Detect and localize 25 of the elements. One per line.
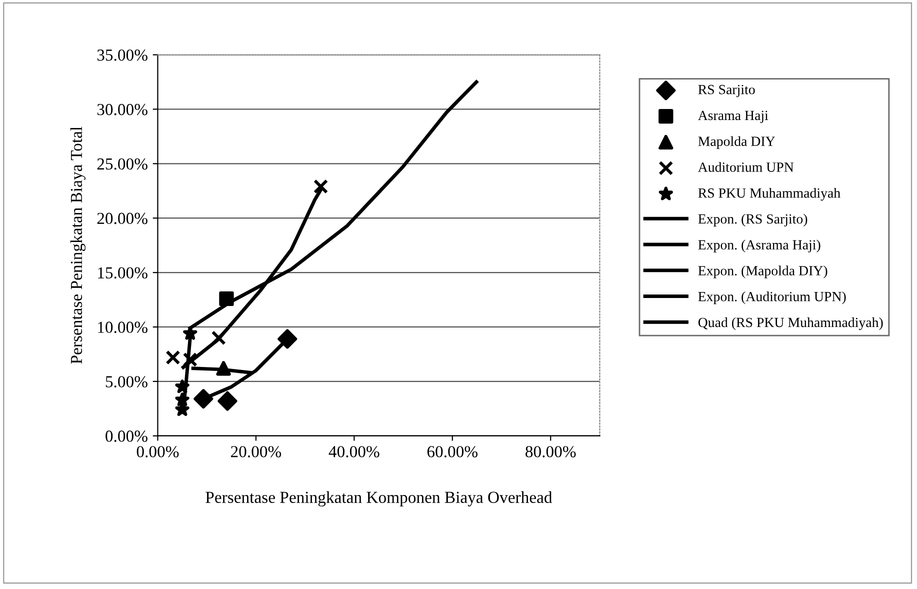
legend-label: Mapolda DIY xyxy=(698,136,776,149)
y-tick-label: 30.00% xyxy=(97,104,148,116)
x-tick-label: 0.00% xyxy=(136,446,179,458)
legend-label: Expon. (Mapolda DIY) xyxy=(698,266,828,278)
y-tick-label: 5.00% xyxy=(106,376,148,388)
x-tick-label: 60.00% xyxy=(427,446,478,458)
y-tick-label: 15.00% xyxy=(98,267,148,279)
legend-label: Expon. (Asrama Haji) xyxy=(698,240,820,252)
x-axis-title: Persentase Peningkatan Komponen Biaya Overhead xyxy=(206,491,552,506)
y-tick-label: 10.00% xyxy=(98,322,148,333)
legend-label: RS PKU Muhammadiyah xyxy=(698,188,840,201)
y-tick-label: 0.00% xyxy=(106,430,148,442)
y-tick-label: 20.00% xyxy=(97,212,148,224)
legend-label: Quad (RS PKU Muhammadiyah) xyxy=(698,317,883,330)
legend-label: Expon. (RS Sarjito) xyxy=(698,214,808,226)
y-tick-label: 25.00% xyxy=(97,158,148,170)
legend-label: Auditorium UPN xyxy=(698,162,794,172)
x-tick-label: 80.00% xyxy=(526,446,576,458)
x-tick-label: 40.00% xyxy=(328,446,380,458)
legend-label: RS Sarjito xyxy=(698,84,755,98)
y-tick-label: 35.00% xyxy=(97,49,148,61)
legend-label: Expon. (Auditorium UPN) xyxy=(698,292,846,304)
x-tick-label: 20.00% xyxy=(230,446,282,458)
y-axis-title: Persentase Peningkatan Biaya Total xyxy=(70,126,86,364)
legend-label: Asrama Haji xyxy=(698,110,768,123)
